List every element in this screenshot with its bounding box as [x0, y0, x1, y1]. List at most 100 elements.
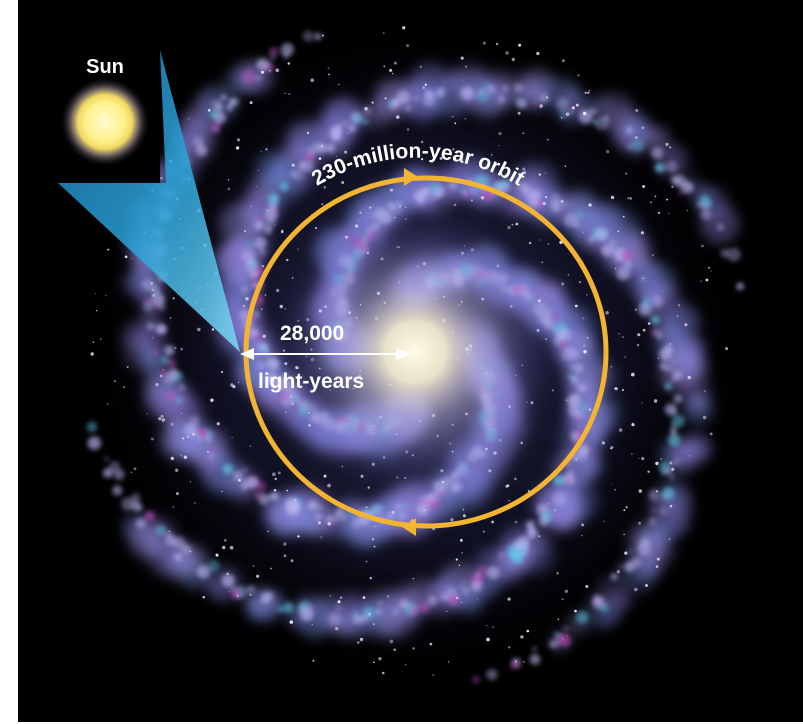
arm-knot	[335, 124, 342, 131]
arm-knot	[179, 384, 185, 390]
arm-knot	[651, 508, 657, 514]
star	[539, 239, 541, 241]
arm-knot	[261, 599, 267, 605]
star	[455, 558, 458, 561]
star	[588, 90, 591, 92]
distance-value: 28,000	[280, 322, 344, 345]
star	[267, 530, 269, 533]
star	[448, 661, 450, 663]
arm-knot	[663, 364, 671, 372]
star	[700, 280, 702, 283]
star	[614, 387, 618, 391]
star	[634, 136, 638, 139]
arm-knot	[254, 220, 264, 231]
star	[601, 441, 606, 445]
arm-knot	[378, 601, 383, 606]
star	[189, 550, 192, 553]
star	[287, 62, 291, 65]
star	[560, 200, 564, 203]
star	[514, 477, 517, 481]
star	[344, 150, 348, 154]
arm-knot	[314, 32, 322, 41]
star	[383, 65, 386, 68]
arm-knot	[160, 356, 169, 365]
arm-knot	[720, 249, 729, 258]
star	[152, 294, 156, 297]
arm-knot	[351, 518, 362, 529]
star	[291, 163, 295, 167]
star	[100, 338, 102, 340]
arm-knot	[552, 491, 567, 506]
star	[565, 112, 570, 117]
star	[327, 483, 331, 488]
star	[614, 267, 617, 270]
star	[583, 350, 587, 354]
star	[202, 596, 205, 599]
arm-knot	[175, 396, 183, 404]
arm-knot	[347, 124, 357, 133]
star	[283, 554, 287, 558]
arm-knot	[245, 476, 258, 489]
star	[327, 522, 331, 526]
star	[188, 118, 190, 120]
star	[152, 289, 155, 291]
star	[237, 138, 240, 142]
arm-knot	[471, 580, 482, 592]
arm-knot	[209, 110, 218, 118]
star	[571, 106, 575, 110]
star	[635, 109, 639, 112]
star	[222, 545, 226, 550]
arm-knot	[393, 609, 398, 615]
star	[114, 380, 116, 383]
star	[432, 674, 435, 676]
star	[252, 565, 255, 567]
star	[180, 412, 183, 414]
star	[557, 618, 560, 620]
star	[624, 551, 628, 555]
sun-location-pointer	[58, 50, 240, 352]
arm-knot	[241, 249, 255, 263]
arm-knot	[386, 512, 395, 521]
star	[391, 510, 395, 514]
star	[482, 41, 486, 45]
star	[638, 521, 641, 525]
star	[152, 337, 154, 339]
arm-knot	[563, 626, 569, 631]
arm-knot	[540, 93, 549, 102]
star	[373, 525, 376, 528]
arm-knot	[651, 147, 664, 160]
star	[150, 282, 153, 285]
arm-knot	[666, 160, 678, 173]
star	[652, 254, 654, 256]
arm-knot	[154, 323, 167, 335]
arm-knot	[595, 228, 609, 242]
star	[505, 484, 509, 488]
arm-knot	[363, 119, 368, 124]
arm-knot	[458, 584, 464, 589]
star	[160, 176, 163, 180]
arm-knot	[256, 361, 266, 371]
star	[641, 402, 643, 404]
star	[133, 467, 137, 471]
star	[262, 334, 266, 338]
arm-knot	[576, 448, 588, 461]
star	[341, 181, 345, 184]
galactic-core	[265, 202, 565, 502]
star	[562, 638, 564, 640]
arm-knot	[486, 669, 498, 681]
galaxy-svg: Sun 230-million-year orbit 28,000 light-…	[18, 0, 803, 722]
star	[634, 308, 637, 311]
star	[320, 536, 323, 539]
star	[232, 385, 236, 389]
star	[423, 509, 426, 512]
star	[130, 471, 133, 474]
arm-knot	[664, 344, 674, 354]
arm-knot	[192, 136, 204, 148]
star	[402, 26, 406, 30]
star	[567, 273, 570, 276]
star	[454, 122, 457, 125]
arm-knot	[285, 502, 300, 516]
star	[92, 341, 95, 344]
arm-knot	[700, 209, 712, 221]
arm-knot	[462, 580, 468, 585]
